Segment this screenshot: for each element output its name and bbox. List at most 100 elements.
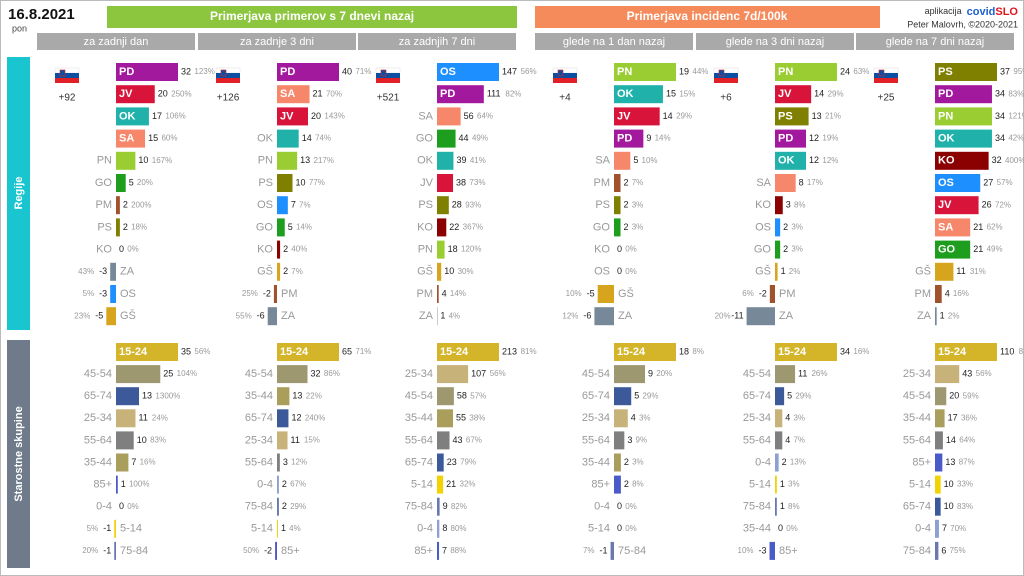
row-label: PM (594, 177, 611, 189)
bar (437, 285, 439, 303)
bar (775, 453, 779, 472)
value: 27 (983, 177, 993, 187)
value: 10 (138, 155, 148, 165)
group-box (535, 6, 880, 28)
row-label: ZA (618, 310, 633, 322)
row-label: ZA (419, 310, 434, 322)
bar (110, 285, 116, 303)
bar (775, 196, 783, 215)
value: 25 (163, 368, 173, 378)
row-label: 25-34 (582, 412, 610, 424)
percent: 8% (794, 200, 806, 209)
row-label: 0-4 (257, 479, 273, 491)
row-label: PN (418, 244, 433, 256)
row-label: 55-64 (84, 434, 112, 446)
percent: 29% (795, 391, 811, 400)
row-label: PD (119, 66, 134, 78)
percent: 0% (625, 524, 637, 533)
percent: 5% (87, 524, 99, 533)
percent: 400% (1005, 156, 1024, 165)
value: 1 (781, 266, 786, 276)
percent: 29% (642, 391, 658, 400)
column-header: za zadnji dan (84, 36, 149, 48)
column-header: za zadnjih 7 dni (399, 36, 475, 48)
row-label: PS (938, 66, 953, 78)
row-label: 15-24 (280, 346, 309, 358)
bar (614, 409, 628, 428)
row-label: PD (617, 133, 632, 145)
bar (614, 129, 644, 148)
percent: 8% (692, 347, 704, 356)
section-label: Regije (13, 176, 25, 209)
percent: 33% (957, 480, 973, 489)
percent: 3% (793, 413, 805, 422)
percent: 104% (177, 369, 197, 378)
percent: 62% (987, 223, 1003, 232)
row-label: OK (417, 155, 434, 167)
flag-red (55, 78, 79, 83)
row-label: 25-34 (743, 412, 771, 424)
bar (935, 85, 992, 104)
bar (277, 107, 308, 126)
bar (775, 63, 837, 81)
bar (935, 541, 939, 560)
bar (110, 262, 116, 281)
value: 11 (798, 368, 807, 378)
weekday: pon (12, 23, 27, 33)
value: 21 (446, 479, 456, 489)
group-box (107, 6, 517, 28)
delta: +92 (59, 93, 76, 104)
bar (277, 218, 285, 237)
percent: 40% (291, 245, 307, 254)
value: 34 (995, 111, 1005, 121)
bar (935, 519, 939, 538)
flag-blue (714, 73, 738, 78)
percent: 2% (789, 267, 801, 276)
percent: 20% (82, 546, 98, 555)
row-label: OS (938, 177, 954, 189)
value: 3 (627, 435, 632, 445)
value: 0 (119, 501, 124, 511)
percent: 87% (959, 458, 975, 467)
percent: 74% (315, 134, 331, 143)
row-label: SA (756, 177, 771, 189)
value: 7 (291, 200, 296, 210)
bar (116, 85, 155, 104)
row-label: 0-4 (594, 501, 610, 513)
bar (935, 285, 942, 303)
row-label: 45-54 (405, 390, 433, 402)
row-label: OS (755, 221, 771, 233)
percent: 43% (78, 267, 94, 276)
bar (935, 497, 941, 516)
row-label: 55-64 (405, 434, 433, 446)
value: 1 (780, 501, 785, 511)
percent: 71% (355, 67, 371, 76)
bar (437, 409, 454, 428)
percent: 83% (1008, 89, 1024, 98)
bar (277, 409, 289, 428)
percent: 12% (562, 311, 578, 320)
percent: 16% (953, 289, 969, 298)
value: 0 (617, 244, 622, 254)
value: 2 (282, 479, 287, 489)
row-label: SA (595, 155, 610, 167)
percent: 24% (152, 413, 168, 422)
section-label: Starostne skupine (13, 406, 25, 501)
row-label: PS (258, 177, 273, 189)
row-label: 55-64 (903, 434, 931, 446)
bar (437, 453, 444, 472)
bar (769, 541, 775, 560)
value: 2 (123, 200, 128, 210)
row-label: 15-24 (119, 346, 148, 358)
column-header-box (856, 33, 1014, 50)
bar (437, 107, 461, 126)
row-label: 55-64 (582, 434, 610, 446)
percent: 83% (150, 436, 166, 445)
app-name-1: covid (967, 6, 996, 18)
value: 9 (646, 133, 651, 143)
percent: 19% (822, 134, 838, 143)
percent: 56% (490, 369, 506, 378)
bar (935, 196, 979, 215)
row-label: PM (417, 288, 434, 300)
percent: 82% (505, 89, 521, 98)
